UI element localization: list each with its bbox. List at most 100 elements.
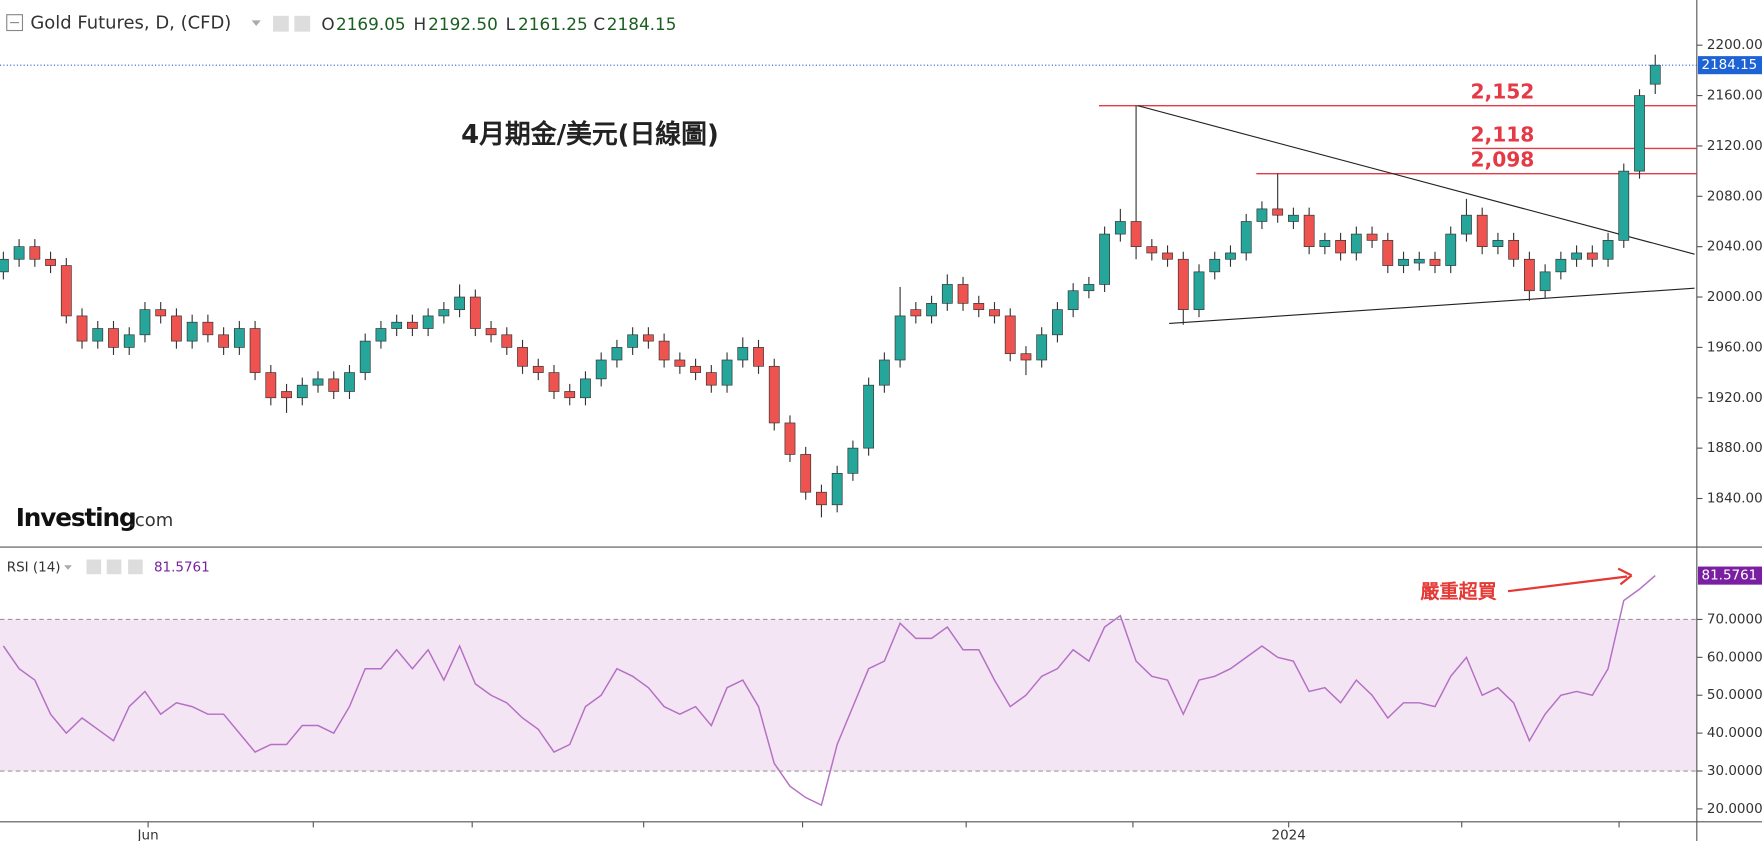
y-tick-label: 50.0000 (1707, 687, 1762, 703)
candle-body (1303, 214, 1315, 248)
candle-body (705, 372, 717, 386)
candle-body (1413, 258, 1425, 264)
candle-body (1319, 240, 1331, 248)
candle-body (658, 340, 670, 361)
logo-suffix: .com (129, 510, 173, 531)
y-tick-label: 2160.00 (1707, 88, 1762, 104)
candle-body (1335, 240, 1346, 254)
annotation-arrowhead (1617, 567, 1633, 586)
candle-body (847, 447, 859, 474)
candle-body (60, 265, 72, 317)
candle-body (1366, 233, 1378, 241)
indicator-dropdown[interactable] (64, 565, 72, 570)
y-tick-label: 1920.00 (1707, 390, 1762, 406)
candle-body (375, 328, 387, 342)
y-tick-label: 1840.00 (1707, 490, 1762, 506)
candle-body (816, 491, 827, 506)
candle-body (391, 321, 403, 329)
candle-body (894, 315, 906, 361)
candle-body (469, 296, 481, 329)
open-value: 2169.05 (336, 14, 406, 34)
candle-body (737, 347, 749, 361)
visibility-button[interactable] (273, 15, 289, 32)
x-tick-label: 2024 (1272, 827, 1306, 841)
candle-body (517, 347, 528, 367)
chart-annotation-title: 4月期金/美元(日線圖) (461, 119, 719, 150)
candle-body (485, 328, 497, 336)
candle-body (957, 284, 969, 304)
candle-body (1146, 246, 1158, 254)
candle-body (627, 334, 639, 348)
candle-body (564, 391, 576, 399)
y-tick-label: 2000.00 (1707, 289, 1762, 305)
indicator-settings[interactable] (106, 559, 122, 575)
close-value: 2184.15 (607, 14, 677, 34)
candle-body (218, 334, 230, 348)
candle-body (454, 296, 465, 310)
indicator-name: RSI (14) (7, 559, 61, 575)
candle-body (580, 378, 591, 399)
candle-body (123, 334, 135, 348)
indicator-visibility[interactable] (86, 559, 102, 575)
candle-body (863, 384, 875, 449)
candle-body (989, 309, 1000, 317)
candle-body (1350, 233, 1362, 254)
y-tick-label: 2200.00 (1707, 37, 1762, 53)
candle-body (753, 347, 764, 367)
y-tick-label: 20.0000 (1707, 801, 1762, 817)
candle-body (1429, 258, 1441, 266)
y-tick-label: 2120.00 (1707, 138, 1762, 154)
rsi-badge (1697, 566, 1762, 585)
candle-body (1382, 240, 1394, 266)
candle-body (1130, 221, 1142, 248)
settings-button[interactable] (294, 15, 311, 32)
indicator-remove[interactable] (128, 559, 143, 575)
candle-body (1508, 240, 1520, 260)
candle-body (1162, 252, 1173, 260)
y-tick-label: 1880.00 (1707, 440, 1762, 456)
y-tick-label: 70.0000 (1707, 611, 1762, 627)
candle-body (1052, 309, 1063, 336)
y-tick-label: 40.0000 (1707, 725, 1762, 741)
candle-body (1272, 208, 1284, 216)
rsi-badge-label: 81.5761 (1702, 568, 1758, 584)
candle-body (29, 246, 41, 260)
candle-body (1492, 240, 1504, 248)
candle-body (1209, 258, 1221, 273)
indicator-value: 81.5761 (154, 559, 210, 575)
candle-body (674, 359, 686, 367)
low-value: 2161.25 (518, 14, 588, 34)
candle-body (1476, 214, 1488, 248)
trend-line (1169, 287, 1695, 325)
candle-body (92, 328, 104, 342)
candle-body (1099, 233, 1111, 285)
candle-body (595, 359, 607, 380)
overbought-annotation: 嚴重超買 (1420, 580, 1496, 603)
close-label: C (593, 14, 605, 34)
last-price-label: 2184.15 (1702, 57, 1758, 73)
candle-body (438, 309, 450, 317)
candle-body (1193, 271, 1205, 310)
candle-body (422, 315, 434, 329)
candle-body (1398, 258, 1409, 266)
candle-body (139, 309, 151, 336)
candle-body (186, 321, 198, 342)
collapse-button[interactable] (6, 14, 24, 32)
candle-body (407, 321, 418, 329)
candle-body (281, 391, 292, 399)
candle-body (1020, 353, 1032, 361)
candle-body (926, 302, 937, 317)
candle-body (1634, 95, 1645, 172)
last-price-badge (1697, 56, 1762, 75)
candle-body (1571, 252, 1582, 260)
symbol-dropdown[interactable] (251, 20, 261, 26)
candle-body (328, 378, 340, 392)
candle-body (721, 359, 733, 386)
level-label: 2,098 (1470, 148, 1534, 172)
candle-body (1523, 258, 1535, 292)
trend-line (1137, 105, 1695, 255)
candle-body (13, 246, 25, 260)
candle-body (1067, 290, 1079, 310)
